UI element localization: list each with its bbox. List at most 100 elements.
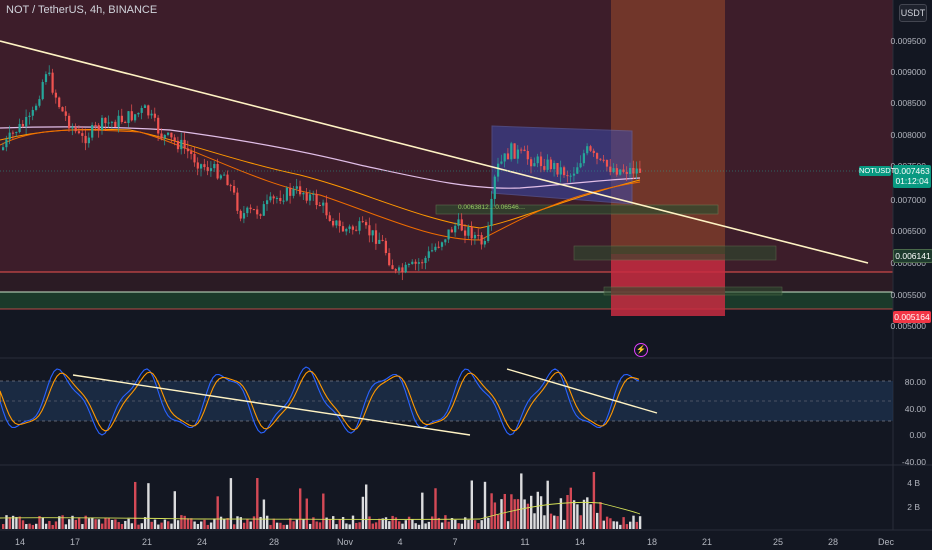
candle-body <box>539 156 543 167</box>
volume-bar <box>97 519 101 529</box>
stoch-trend-line-2[interactable] <box>506 368 658 414</box>
price-tick: 0.008500 <box>890 98 926 108</box>
candle-body <box>424 257 427 264</box>
volume-bar <box>209 522 213 529</box>
candle-body <box>186 148 189 152</box>
candle-body <box>619 169 622 175</box>
volume-bar <box>417 524 421 529</box>
candle-body <box>153 113 156 118</box>
volume-bar <box>186 518 190 529</box>
candle-body <box>124 121 127 123</box>
candle-body <box>143 105 147 108</box>
volume-bar <box>434 488 437 529</box>
candle-body <box>91 125 94 138</box>
candle-body <box>239 210 242 219</box>
volume-bar <box>160 522 163 529</box>
position-target-zone[interactable] <box>611 0 725 254</box>
currency-button[interactable]: USDT <box>899 4 927 22</box>
time-tick: 4 <box>397 537 403 547</box>
candle-body <box>157 117 160 134</box>
volume-bar <box>599 502 602 529</box>
volume-bar <box>8 517 11 529</box>
volume-bar <box>629 521 632 529</box>
candle-body <box>398 267 401 271</box>
candle-body <box>8 132 11 140</box>
candle-body <box>536 156 539 164</box>
volume-bar <box>285 524 289 529</box>
demand-box-2[interactable] <box>573 245 777 261</box>
volume-bar <box>167 521 170 529</box>
volume-bar <box>140 523 143 529</box>
demand-box-3[interactable] <box>603 286 783 296</box>
candle-body <box>335 220 338 226</box>
candle-body <box>173 137 176 141</box>
candle-body <box>285 187 288 201</box>
candle-body <box>546 159 549 170</box>
candle-body <box>147 105 150 116</box>
candle-body <box>203 164 206 168</box>
trend-line[interactable] <box>0 40 869 264</box>
candle-body <box>401 267 404 273</box>
volume-bar <box>292 521 295 529</box>
volume-bar <box>427 521 431 529</box>
candle-body <box>625 171 628 175</box>
volume-bar <box>44 523 48 529</box>
candle-body <box>622 169 625 172</box>
candle-body <box>615 168 618 175</box>
stoch-d-line <box>0 370 640 432</box>
stoch-trend-line-1[interactable] <box>72 374 471 436</box>
candle-body <box>612 168 615 173</box>
candle-body <box>582 153 585 164</box>
candle-body <box>84 135 87 144</box>
volume-bar <box>170 523 173 529</box>
volume-bar <box>229 478 233 529</box>
volume-bar <box>219 516 223 529</box>
volume-bar <box>467 519 470 529</box>
volume-bar <box>351 515 355 529</box>
volume-bar <box>444 515 447 529</box>
candle-body <box>609 166 612 173</box>
lightning-icon[interactable]: ⚡ <box>634 343 648 357</box>
volume-bar <box>381 518 384 529</box>
candle-body <box>549 159 552 170</box>
candle-body <box>506 153 510 160</box>
candle-body <box>434 246 437 251</box>
candle-body <box>566 175 569 177</box>
candle-body <box>127 111 130 123</box>
time-tick: 11 <box>520 537 530 547</box>
position-stop-zone[interactable] <box>611 254 725 316</box>
volume-bar <box>398 521 401 529</box>
volume-bar <box>252 516 256 529</box>
volume-bar <box>295 519 299 529</box>
range-box[interactable] <box>491 125 633 205</box>
volume-bar <box>11 515 15 529</box>
candle-body <box>490 198 493 226</box>
volume-bar <box>341 516 345 529</box>
candle-body <box>28 115 31 117</box>
candle-body <box>38 99 41 106</box>
volume-bar <box>216 496 219 529</box>
candle-body <box>262 204 265 216</box>
volume-bar <box>266 515 269 529</box>
volume-bar <box>134 481 137 529</box>
volume-bar <box>589 504 592 529</box>
candle-body <box>190 151 193 154</box>
volume-bar <box>523 499 526 529</box>
stoch-k-line <box>0 366 640 436</box>
demand-box-1[interactable] <box>435 204 719 215</box>
volume-bar <box>28 523 31 529</box>
volume-bar <box>582 499 586 529</box>
candle-body <box>137 112 140 115</box>
candle-body <box>64 111 67 116</box>
resistance-zone <box>0 0 893 272</box>
volume-bar <box>325 517 328 529</box>
volume-bar <box>361 496 365 529</box>
candle-body <box>417 262 420 264</box>
candle-body <box>71 126 74 129</box>
candle-body <box>15 132 18 134</box>
candle-body <box>18 123 21 133</box>
candle-body <box>51 72 54 93</box>
candle-body <box>223 174 226 176</box>
candle-body <box>11 132 15 134</box>
